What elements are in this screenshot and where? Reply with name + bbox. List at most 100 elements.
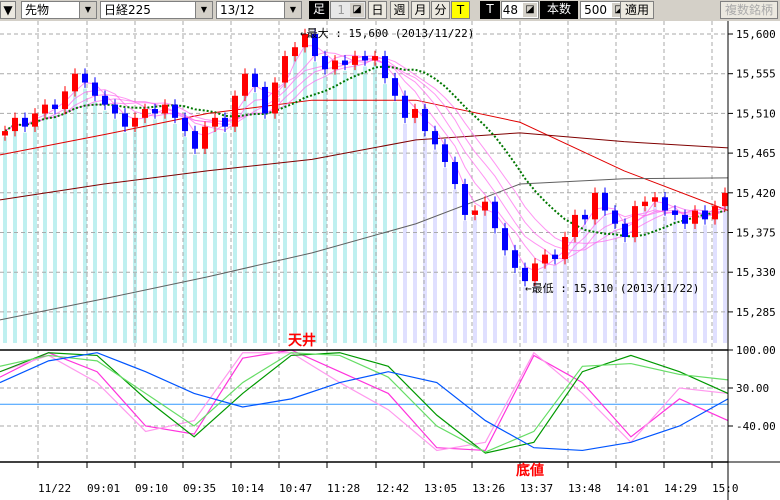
candle-body	[672, 210, 678, 215]
min-annotation: ←最低 : 15,310 (2013/11/22)	[525, 282, 699, 295]
candle-body	[452, 161, 458, 185]
spinner-icon[interactable]: ◪	[350, 3, 364, 17]
candle-body	[22, 117, 28, 127]
time-tick-label: 10:14	[231, 482, 264, 495]
candle-body	[662, 197, 668, 211]
candle-body	[62, 91, 68, 110]
oscillator-line	[0, 351, 729, 452]
index-select[interactable]: 日経225 ▼	[100, 1, 213, 19]
day-button[interactable]: 日	[368, 1, 387, 19]
candle-body	[122, 113, 128, 127]
time-tick-label: 10:47	[279, 482, 312, 495]
candle-body	[302, 34, 308, 48]
apply-button[interactable]: 適用	[620, 1, 654, 19]
candle-body	[412, 109, 418, 118]
candle-body	[652, 197, 658, 202]
category-select[interactable]: 先物 ▼	[21, 1, 97, 19]
candle-body	[462, 184, 468, 215]
oscillator-line	[0, 352, 729, 453]
candle-body	[372, 56, 378, 61]
price-tick-label: 15,465	[736, 147, 776, 160]
candle-body	[142, 109, 148, 118]
time-tick-label: 12:42	[376, 482, 409, 495]
ashi-input[interactable]: 1 ◪	[330, 1, 366, 19]
candle-body	[322, 56, 328, 70]
candle-body	[42, 104, 48, 114]
time-tick-label: 09:10	[135, 482, 168, 495]
price-tick-label: 15,285	[736, 306, 776, 319]
candle-body	[642, 201, 648, 207]
price-tick-label: 15,375	[736, 227, 776, 240]
minute-button[interactable]: 分	[431, 1, 450, 19]
candle-body	[182, 117, 188, 132]
candle-body	[362, 56, 368, 61]
candle-body	[542, 254, 548, 264]
t-label: T	[480, 1, 500, 19]
contract-select[interactable]: 13/12 ▼	[216, 1, 302, 19]
candle-body	[532, 263, 538, 282]
multi-symbol-button[interactable]: 複数銘柄	[720, 1, 778, 19]
time-tick-label: 13:26	[472, 482, 505, 495]
contract-value: 13/12	[220, 3, 255, 17]
candle-body	[222, 117, 228, 127]
candle-body	[152, 109, 158, 114]
time-tick-label: 09:35	[183, 482, 216, 495]
candle-body	[172, 104, 178, 118]
candle-body	[382, 56, 388, 79]
price-chart: 15,600 15,555 15,510 15,465 15,420 15,375 15,3…	[0, 21, 780, 500]
candle-body	[312, 34, 318, 57]
candle-body	[492, 201, 498, 229]
candle-body	[422, 109, 428, 132]
time-tick-label: 14:01	[616, 482, 649, 495]
candle-body	[242, 73, 248, 96]
moving-average-line	[0, 99, 729, 211]
candle-body	[562, 236, 568, 260]
toolbar: ▼ 先物 ▼ 日経225 ▼ 13/12 ▼ 足 1 ◪ 日 週 月 分 T T 48 ◪…	[0, 0, 780, 21]
candle-body	[12, 117, 18, 132]
candle-body	[432, 131, 438, 145]
candle-body	[2, 131, 8, 136]
candle-body	[702, 210, 708, 220]
candle-body	[282, 56, 288, 83]
candle-body	[292, 47, 298, 57]
candle-body	[102, 95, 108, 105]
candle-body	[402, 95, 408, 118]
candle-body	[392, 78, 398, 96]
candle-body	[32, 113, 38, 127]
candle-body	[132, 117, 138, 127]
chevron-down-icon[interactable]: ▼	[195, 2, 212, 18]
time-tick-label: 14:29	[664, 482, 697, 495]
tick-button[interactable]: T	[451, 1, 470, 19]
oscillator-line	[0, 349, 729, 452]
time-tick-label: 13:37	[520, 482, 553, 495]
time-tick-label: 13:05	[424, 482, 457, 495]
candle-body	[92, 82, 98, 96]
week-button[interactable]: 週	[390, 1, 409, 19]
candle-body	[722, 192, 728, 207]
month-button[interactable]: 月	[411, 1, 430, 19]
t-input[interactable]: 48 ◪	[501, 1, 539, 19]
time-tick-label: 11:28	[327, 482, 360, 495]
ashi-label: 足	[309, 1, 329, 19]
candle-body	[472, 210, 478, 215]
candle-body	[602, 192, 608, 211]
chevron-down-icon[interactable]: ▼	[284, 2, 301, 18]
candle-body	[72, 73, 78, 92]
candle-body	[682, 214, 688, 224]
candle-body	[442, 144, 448, 162]
spinner-icon[interactable]: ◪	[523, 3, 537, 17]
signal-line	[4, 65, 726, 238]
candle-body	[482, 201, 488, 211]
t-value: 48	[502, 3, 518, 17]
candle-body	[502, 228, 508, 251]
candle-body	[192, 131, 198, 149]
candle-body	[622, 223, 628, 237]
category-value: 先物	[25, 3, 50, 17]
ashi-value: 1	[337, 3, 345, 17]
candle-body	[212, 117, 218, 127]
candle-body	[512, 250, 518, 268]
candle-body	[272, 82, 278, 114]
menu-dropdown-button[interactable]: ▼	[0, 1, 16, 19]
count-value: 500	[584, 3, 607, 17]
chevron-down-icon[interactable]: ▼	[79, 2, 96, 18]
